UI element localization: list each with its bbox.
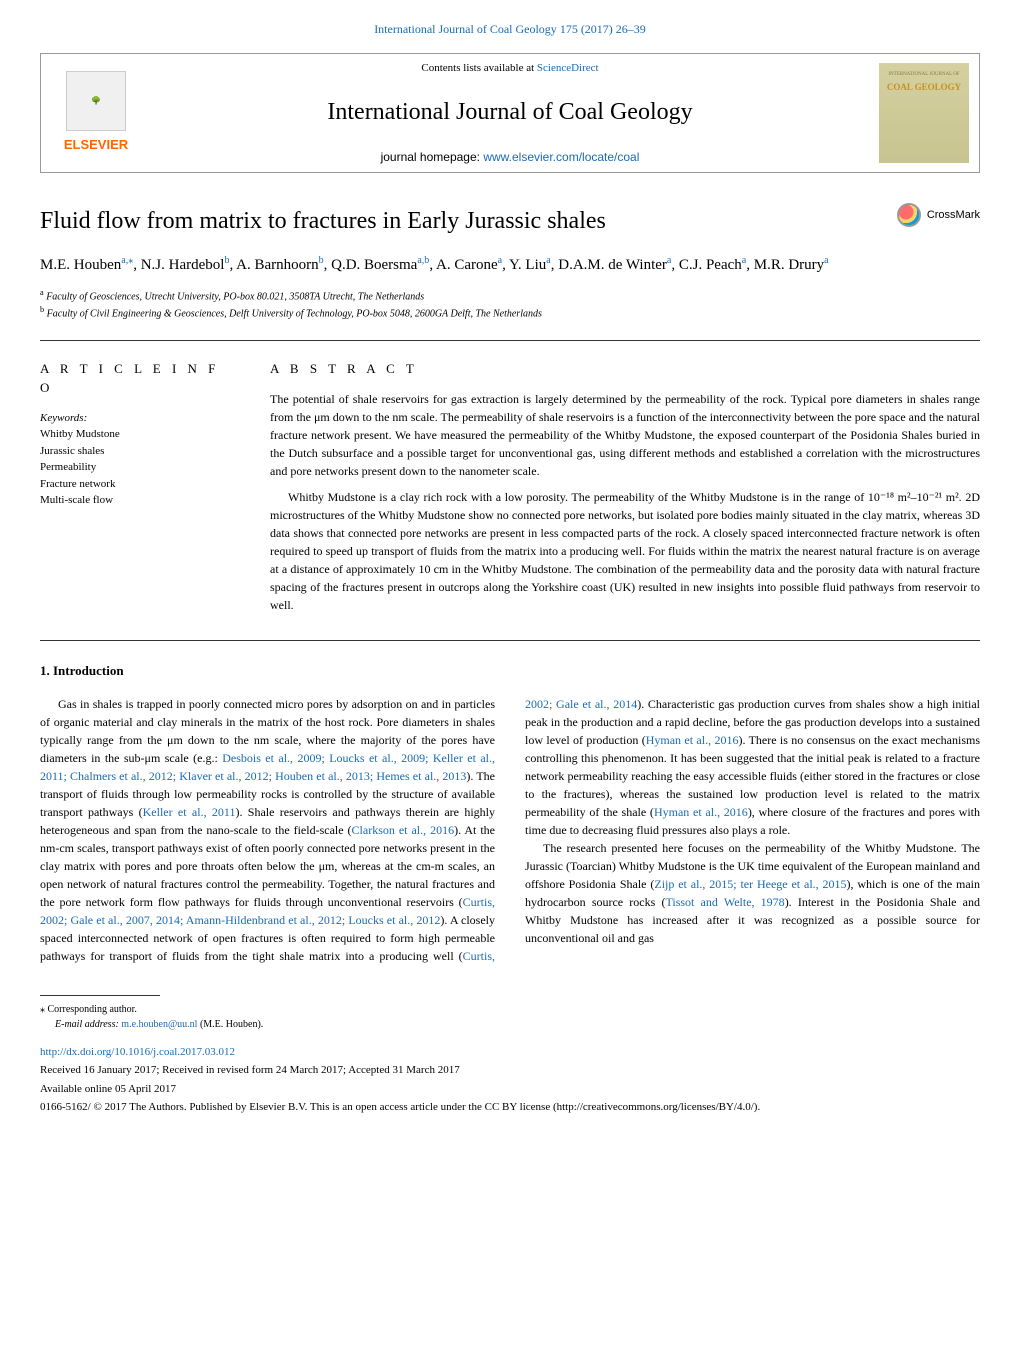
header-journal-ref: International Journal of Coal Geology 17…: [40, 20, 980, 38]
journal-homepage: journal homepage: www.elsevier.com/locat…: [161, 148, 859, 166]
copyright-line: 0166-5162/ © 2017 The Authors. Published…: [40, 1099, 980, 1116]
available-online: Available online 05 April 2017: [40, 1081, 980, 1098]
divider: [40, 640, 980, 641]
divider: [40, 340, 980, 341]
keywords-label: Keywords:: [40, 410, 240, 427]
introduction-body: Gas in shales is trapped in poorly conne…: [40, 695, 980, 965]
abstract-para-1: The potential of shale reservoirs for ga…: [270, 390, 980, 480]
crossmark-icon: [897, 203, 921, 227]
homepage-link[interactable]: www.elsevier.com/locate/coal: [483, 150, 639, 164]
info-abstract-row: A R T I C L E I N F O Keywords: Whitby M…: [40, 359, 980, 623]
journal-cover-thumbnail: INTERNATIONAL JOURNAL OF COAL GEOLOGY: [879, 63, 969, 163]
footnotes: ⁎ Corresponding author. E-mail address: …: [40, 1002, 980, 1032]
authors-list: M.E. Houbena,⁎, N.J. Hardebolb, A. Barnh…: [40, 253, 980, 277]
abstract: A B S T R A C T The potential of shale r…: [270, 359, 980, 623]
contents-line: Contents lists available at ScienceDirec…: [161, 60, 859, 77]
publisher-name: ELSEVIER: [64, 135, 128, 155]
abstract-heading: A B S T R A C T: [270, 359, 980, 379]
affiliation-b: Faculty of Civil Engineering & Geoscienc…: [47, 309, 542, 320]
header-center: Contents lists available at ScienceDirec…: [151, 50, 869, 177]
sciencedirect-link[interactable]: ScienceDirect: [537, 62, 599, 74]
article-info-heading: A R T I C L E I N F O: [40, 359, 240, 398]
email-line: E-mail address: m.e.houben@uu.nl (M.E. H…: [40, 1017, 980, 1032]
abstract-para-2: Whitby Mudstone is a clay rich rock with…: [270, 488, 980, 614]
doi-link[interactable]: http://dx.doi.org/10.1016/j.coal.2017.03…: [40, 1044, 980, 1061]
author-email[interactable]: m.e.houben@uu.nl: [121, 1019, 197, 1030]
keywords-list: Whitby MudstoneJurassic shalesPermeabili…: [40, 426, 240, 509]
issue-ref: 175 (2017) 26–39: [560, 22, 646, 36]
footnote-separator: [40, 995, 160, 996]
affiliation-a: Faculty of Geosciences, Utrecht Universi…: [46, 291, 424, 302]
title-row: Fluid flow from matrix to fractures in E…: [40, 203, 980, 239]
crossmark-badge[interactable]: CrossMark: [897, 203, 980, 227]
section-heading-intro: 1. Introduction: [40, 661, 980, 681]
corresponding-author-note: ⁎ Corresponding author.: [40, 1002, 980, 1017]
journal-header: 🌳 ELSEVIER Contents lists available at S…: [40, 53, 980, 173]
elsevier-tree-icon: 🌳: [66, 71, 126, 131]
received-dates: Received 16 January 2017; Received in re…: [40, 1062, 980, 1079]
article-info: A R T I C L E I N F O Keywords: Whitby M…: [40, 359, 240, 623]
journal-title: International Journal of Coal Geology: [161, 94, 859, 130]
publisher-logo: 🌳 ELSEVIER: [41, 54, 151, 172]
article-title: Fluid flow from matrix to fractures in E…: [40, 203, 897, 239]
intro-para-2: The research presented here focuses on t…: [525, 839, 980, 947]
journal-link[interactable]: International Journal of Coal Geology: [374, 22, 557, 36]
affiliations: a Faculty of Geosciences, Utrecht Univer…: [40, 287, 980, 322]
